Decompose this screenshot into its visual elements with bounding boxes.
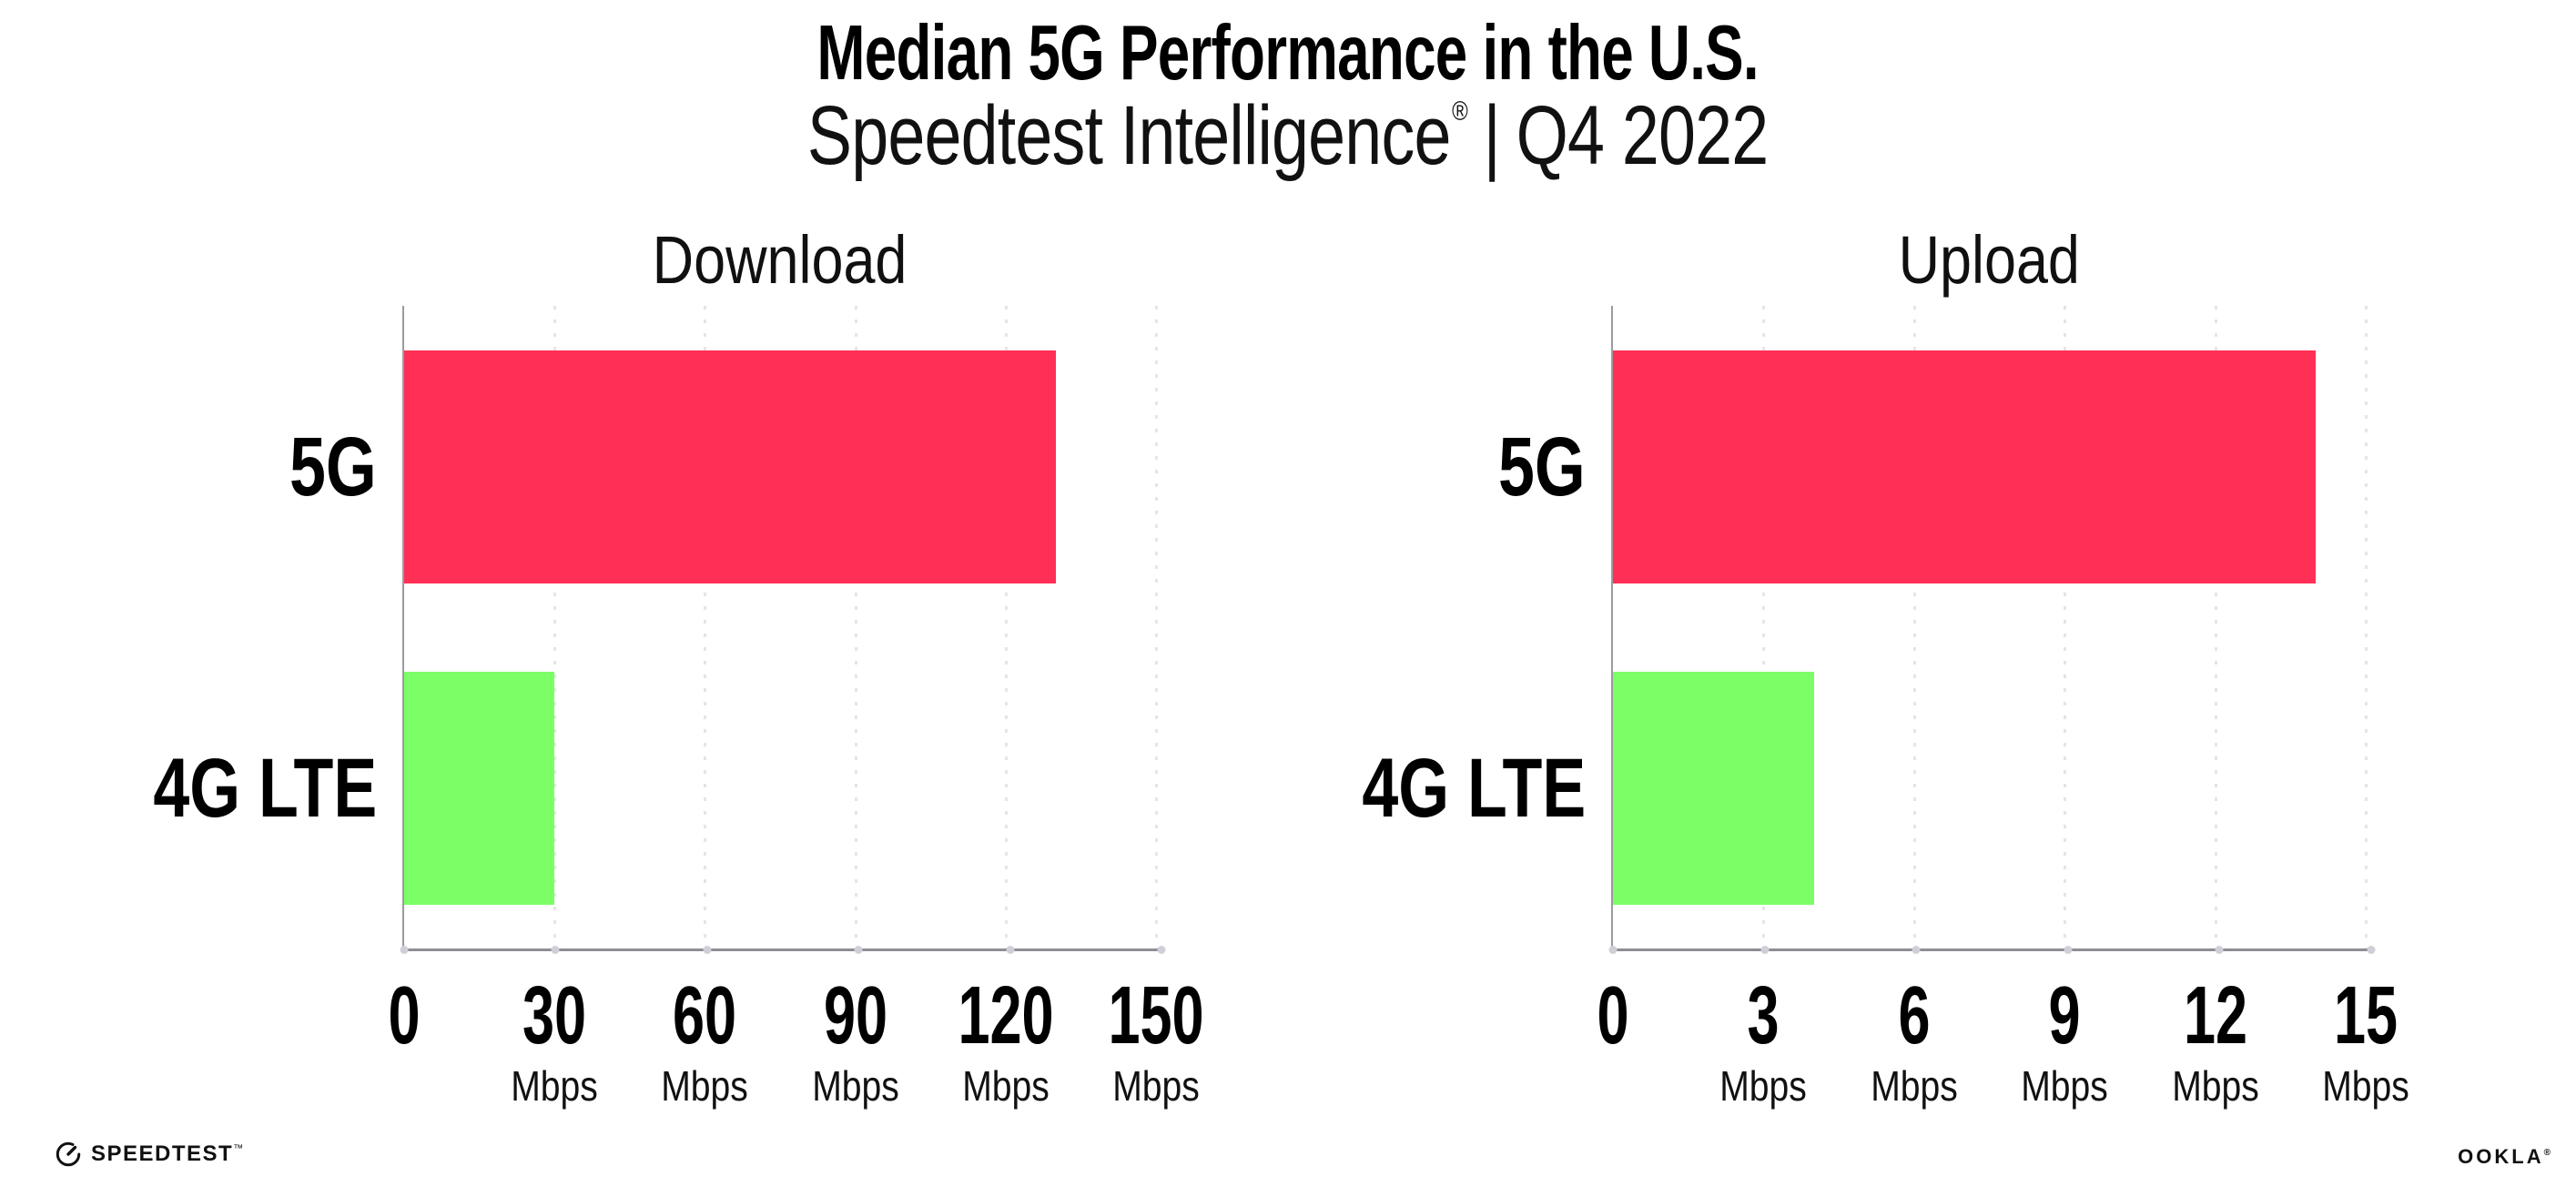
- x-tick-unit: Mbps: [511, 1062, 598, 1110]
- upload-chart-title-text: Upload: [1898, 222, 2081, 298]
- gridline-120: [1004, 306, 1008, 950]
- speedtest-label: SPEEDTEST: [91, 1141, 234, 1166]
- category-label-text: 4G LTE: [153, 742, 377, 836]
- bar-5g: [404, 350, 1056, 583]
- axis-tick-dot-6: [1912, 946, 1921, 954]
- axis-tick-dot-120: [1006, 946, 1015, 954]
- download-x-tick-labels: 0 30 Mbps 60 Mbps 90 Mbps 120 Mbps 150 Mbps: [388, 970, 1203, 1121]
- x-tick-value: 6: [1898, 970, 1931, 1061]
- axis-tick-dot-15: [2367, 946, 2376, 954]
- speedtest-trademark: ™: [233, 1143, 245, 1154]
- bar-4g-lte: [1613, 672, 1814, 906]
- ookla-wordmark: OOKLA: [2458, 1145, 2544, 1168]
- x-tick-unit: Mbps: [1112, 1062, 1200, 1110]
- x-tick-value: 12: [2183, 970, 2247, 1061]
- bar-4g-lte: [404, 672, 555, 906]
- gridline-30: [553, 306, 557, 950]
- gridline-3: [1762, 306, 1766, 950]
- upload-x-axis-line: [1608, 946, 2376, 954]
- axis-tick-dot-90: [854, 946, 863, 954]
- axis-tick-dot-60: [703, 946, 712, 954]
- x-tick-unit: Mbps: [811, 1062, 899, 1110]
- upload-x-tick-labels: 0 3 Mbps 6 Mbps 9 Mbps 12 Mbps 15 Mbps: [1597, 970, 2409, 1121]
- x-tick-value: 60: [673, 970, 737, 1061]
- page-title: Median 5G Performance in the U.S.: [0, 9, 2576, 98]
- x-tick-unit: Mbps: [661, 1062, 749, 1110]
- download-chart-title-text: Download: [653, 222, 908, 298]
- speedtest-wordmark: SPEEDTEST™: [91, 1141, 245, 1167]
- x-tick-value: 90: [823, 970, 887, 1061]
- gridline-9: [2064, 306, 2067, 950]
- download-x-axis-line: [400, 946, 1166, 954]
- subtitle-brand: Speedtest Intelligence: [807, 89, 1451, 182]
- x-tick-value: 0: [388, 970, 421, 1061]
- category-label-5g: 5G: [13, 425, 377, 509]
- ookla-registered-mark: ®: [2543, 1148, 2551, 1158]
- download-chart-title: Download: [404, 221, 1156, 299]
- x-tick-unit: Mbps: [1870, 1062, 1958, 1110]
- page-subtitle-text: Speedtest Intelligence® | Q4 2022: [807, 88, 1770, 184]
- axis-tick-dot-9: [2064, 946, 2073, 954]
- speedtest-logo: SPEEDTEST™: [55, 1141, 245, 1168]
- bar-5g: [1613, 350, 2316, 583]
- page-subtitle: Speedtest Intelligence® | Q4 2022: [0, 88, 2576, 184]
- category-label-text: 4G LTE: [1362, 742, 1586, 836]
- gridline-90: [854, 306, 857, 950]
- subtitle-period: Q4 2022: [1516, 89, 1770, 182]
- category-label-4g-lte: 4G LTE: [13, 746, 377, 830]
- x-tick-unit: Mbps: [961, 1062, 1050, 1110]
- speedtest-gauge-icon: [56, 1141, 81, 1167]
- download-y-axis-spine: [402, 306, 404, 949]
- gridline-6: [1912, 306, 1916, 950]
- ookla-logo: OOKLA®: [2458, 1145, 2551, 1169]
- category-label-text: 5G: [289, 420, 377, 513]
- axis-tick-dot-30: [551, 946, 560, 954]
- category-label-5g: 5G: [1222, 425, 1586, 509]
- axis-tick-dot-0: [1608, 946, 1618, 954]
- x-tick-unit: Mbps: [2171, 1062, 2259, 1110]
- upload-y-axis-spine: [1611, 306, 1613, 949]
- upload-plot-area: [1611, 306, 2368, 950]
- x-tick-unit: Mbps: [2322, 1062, 2409, 1110]
- x-tick-value: 0: [1597, 970, 1629, 1061]
- gridline-15: [2365, 306, 2368, 950]
- axis-tick-dot-12: [2215, 946, 2224, 954]
- x-tick-value: 3: [1747, 970, 1780, 1061]
- x-tick-unit: Mbps: [2021, 1062, 2108, 1110]
- x-tick-value: 120: [958, 970, 1054, 1061]
- x-tick-value: 15: [2333, 970, 2399, 1061]
- subtitle-separator: |: [1484, 89, 1501, 182]
- upload-chart-title: Upload: [1613, 221, 2366, 299]
- axis-tick-dot-3: [1760, 946, 1770, 954]
- gridline-60: [704, 306, 707, 950]
- x-tick-unit: Mbps: [1719, 1062, 1808, 1110]
- download-plot-area: [402, 306, 1158, 950]
- category-label-4g-lte: 4G LTE: [1222, 746, 1586, 830]
- axis-tick-dot-150: [1157, 946, 1166, 954]
- x-tick-value: 9: [2048, 970, 2081, 1061]
- page-title-text: Median 5G Performance in the U.S.: [816, 10, 1760, 96]
- axis-tick-dot-0: [400, 946, 409, 954]
- gridline-150: [1155, 306, 1158, 950]
- category-label-text: 5G: [1498, 420, 1586, 513]
- registered-mark: ®: [1452, 96, 1469, 127]
- x-tick-value: 150: [1108, 970, 1204, 1061]
- gridline-12: [2214, 306, 2217, 950]
- x-tick-value: 30: [522, 970, 587, 1061]
